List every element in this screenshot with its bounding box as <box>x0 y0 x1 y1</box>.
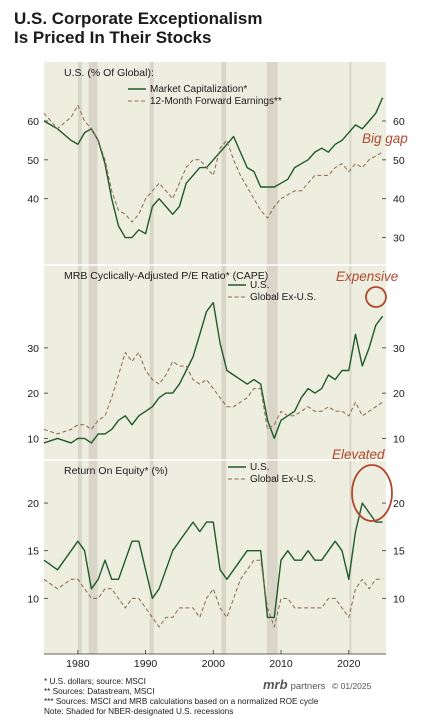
x-tick-label: 2000 <box>202 658 226 670</box>
brand-logo: mrb partners <box>263 677 326 692</box>
chart-title-line-1: U.S. Corporate Exceptionalism <box>14 9 262 28</box>
y-tick-left: 20 <box>27 498 39 510</box>
panels-layer: U.S. (% Of Global): 40 50 60 30 40 50 60 Market … <box>27 62 408 654</box>
x-tick-label: 1990 <box>134 658 158 670</box>
y-tick-left: 30 <box>27 343 39 355</box>
footnote-4: Note: Shaded for NBER-designated U.S. re… <box>44 707 233 716</box>
y-tick-right: 30 <box>393 233 405 245</box>
series-line-primary <box>43 502 383 619</box>
y-tick-right: 60 <box>393 116 405 128</box>
legend-label: 12-Month Forward Earnings** <box>150 96 282 107</box>
panel-title: U.S. (% Of Global): <box>64 67 154 79</box>
plot-background <box>44 62 386 654</box>
y-tick-left: 50 <box>27 155 39 167</box>
y-tick-left: 20 <box>27 388 39 400</box>
series-line-secondary <box>43 104 383 223</box>
y-tick-right: 30 <box>393 343 405 355</box>
brand-mrb: mrb <box>263 677 288 692</box>
y-tick-right: 10 <box>393 593 405 605</box>
brand-partners: partners <box>291 681 326 692</box>
recession-band-4 <box>266 62 278 654</box>
chart-title-line-2: Is Priced In Their Stocks <box>14 28 211 47</box>
recession-band-1 <box>88 62 98 654</box>
annotation-label: Elevated <box>332 447 385 462</box>
x-axis: 1980 1990 2000 2010 2020 <box>44 650 386 670</box>
y-tick-left: 40 <box>27 194 39 206</box>
x-tick-label: 2020 <box>337 658 361 670</box>
panel-2: MRB Cyclically-Adjusted P/E Ratio* (CAPE… <box>27 264 405 445</box>
y-tick-right: 20 <box>393 498 405 510</box>
y-tick-left: 15 <box>27 546 39 558</box>
recession-band-0 <box>77 62 82 654</box>
x-tick-label: 2010 <box>269 658 293 670</box>
copyright: © 01/2025 <box>332 681 372 691</box>
legend-label: Global Ex-U.S. <box>250 474 316 485</box>
footnote-2: ** Sources: Datastream, MSCI <box>44 687 155 696</box>
legend-label: Market Capitalization* <box>150 84 247 95</box>
series-line-secondary <box>43 559 383 628</box>
annotation-label: Big gap <box>362 131 408 146</box>
legend-label: Global Ex-U.S. <box>250 292 316 303</box>
y-tick-left: 10 <box>27 433 39 445</box>
annotation-circle <box>365 286 387 308</box>
series-line-primary <box>43 301 384 444</box>
footnote-3: *** Sources: MSCI and MRB calculations b… <box>44 697 319 706</box>
y-tick-left: 10 <box>27 593 39 605</box>
legend-label: U.S. <box>250 280 269 291</box>
y-tick-left: 60 <box>27 116 39 128</box>
panel-3: Return On Equity* (%) 10 15 20 10 15 20 U.S.Glo… <box>27 447 405 628</box>
series-line-primary <box>43 97 384 239</box>
annotation-circle <box>351 464 393 522</box>
x-tick-label: 1980 <box>66 658 90 670</box>
panel-1: U.S. (% Of Global): 40 50 60 30 40 50 60 Market … <box>27 67 408 245</box>
y-tick-right: 40 <box>393 194 405 206</box>
y-tick-right: 20 <box>393 388 405 400</box>
panel-title: MRB Cyclically-Adjusted P/E Ratio* (CAPE… <box>64 270 268 282</box>
recession-band-2 <box>149 62 154 654</box>
annotation-label: Expensive <box>336 269 398 284</box>
y-tick-right: 15 <box>393 546 405 558</box>
legend-label: U.S. <box>250 462 269 473</box>
series-line-secondary <box>43 351 383 435</box>
panel-title: Return On Equity* (%) <box>64 465 168 477</box>
y-tick-right: 10 <box>393 433 405 445</box>
y-tick-right: 50 <box>393 155 405 167</box>
footnote-1: * U.S. dollars; source: MSCI <box>44 677 146 686</box>
